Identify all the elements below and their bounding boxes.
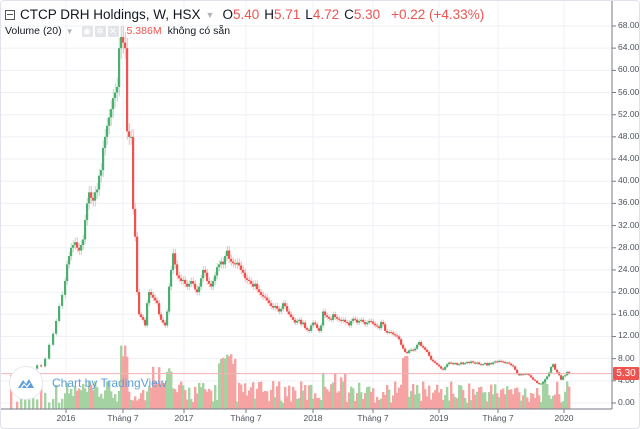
ohlc-low: L4.72 (305, 7, 340, 22)
ohlc-high: H5.71 (264, 7, 301, 22)
ohlc-open: O5.40 (222, 7, 260, 22)
tradingview-logo-icon (9, 366, 43, 400)
volume-label[interactable]: Volume (20) (5, 25, 62, 37)
price-tick-label: 32.00 (618, 219, 640, 230)
price-tick-label: 44.00 (618, 153, 640, 164)
time-tick-label: 2018 (303, 413, 323, 423)
time-tick-label: 2017 (174, 413, 194, 423)
price-change: +0.22 (+4.33%) (391, 7, 485, 22)
time-tick-label: 2016 (56, 413, 76, 423)
price-tick-label: 16.00 (618, 308, 640, 319)
collapse-legend-icon[interactable] (5, 9, 15, 20)
price-tick-label: 24.00 (618, 263, 640, 274)
price-tick-label: 28.00 (618, 241, 640, 252)
time-tick-label: Tháng 7 (107, 413, 139, 423)
volume-value: 5.386M (126, 25, 162, 37)
chevron-down-icon[interactable]: ▼ (65, 26, 74, 36)
price-tick-label: 20.00 (618, 286, 640, 297)
price-tick-label: 12.00 (618, 330, 640, 341)
time-tick-label: 2020 (554, 413, 574, 423)
close-icon[interactable]: ✕ (107, 25, 119, 37)
price-tick-label: 40.00 (618, 175, 640, 186)
series-legend: CTCP DRH Holdings, W, HSX ▼ O5.40 H5.71 … (5, 7, 484, 22)
price-tick-label: 68.00 (618, 20, 640, 30)
price-tick-label: 48.00 (618, 130, 640, 141)
price-tick-label: 56.00 (618, 86, 640, 97)
time-tick-label: Tháng 7 (230, 413, 262, 423)
price-tick-label: 52.00 (618, 108, 640, 119)
price-tick-label: 60.00 (618, 64, 640, 75)
price-tick-label: 64.00 (618, 42, 640, 53)
chevron-down-icon[interactable]: ▼ (205, 9, 215, 20)
time-tick-label: Tháng 7 (482, 413, 514, 423)
price-tick-label: 36.00 (618, 197, 640, 208)
tradingview-branding[interactable]: Chart by TradingView (9, 366, 167, 400)
time-tick-label: 2019 (429, 413, 449, 423)
gear-icon[interactable]: ✲ (94, 25, 106, 37)
price-tick-label: 0.00 (618, 397, 635, 407)
ohlc-close: C5.30 (344, 7, 381, 22)
symbol-title[interactable]: CTCP DRH Holdings, W, HSX (20, 7, 201, 22)
price-tick-label: 8.00 (618, 352, 635, 363)
volume-ma-text: không có sẵn (167, 25, 231, 37)
eye-icon[interactable]: ◉ (81, 25, 93, 37)
last-price-tag: 5.30 (613, 367, 639, 380)
time-tick-label: Tháng 7 (357, 413, 389, 423)
volume-legend: Volume (20) ▼ ◉ ✲ ✕ 5.386M không có sẵn (5, 25, 230, 37)
tradingview-link[interactable]: Chart by TradingView (52, 376, 167, 390)
